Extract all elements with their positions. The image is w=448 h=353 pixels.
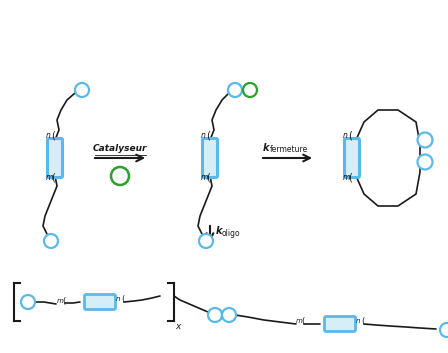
Text: n: n xyxy=(201,131,206,140)
Text: n: n xyxy=(356,318,361,324)
Text: (: ( xyxy=(361,317,364,326)
Text: (: ( xyxy=(206,131,210,141)
Text: m: m xyxy=(57,298,64,304)
Text: n: n xyxy=(116,296,121,302)
Text: k: k xyxy=(263,143,270,153)
FancyBboxPatch shape xyxy=(324,317,356,331)
Text: Catalyseur: Catalyseur xyxy=(93,144,147,153)
FancyBboxPatch shape xyxy=(345,138,359,178)
Circle shape xyxy=(222,308,236,322)
Circle shape xyxy=(111,167,129,185)
Text: (: ( xyxy=(206,173,210,183)
FancyBboxPatch shape xyxy=(85,294,116,310)
FancyBboxPatch shape xyxy=(202,138,217,178)
Text: n: n xyxy=(343,131,348,140)
Text: m: m xyxy=(46,173,53,182)
Circle shape xyxy=(228,83,242,97)
Circle shape xyxy=(418,155,432,169)
Text: m: m xyxy=(296,318,303,324)
Circle shape xyxy=(44,234,58,248)
Text: (: ( xyxy=(121,295,124,304)
Circle shape xyxy=(21,295,35,309)
Circle shape xyxy=(199,234,213,248)
Text: (: ( xyxy=(51,173,55,183)
Circle shape xyxy=(208,308,222,322)
Text: n: n xyxy=(46,131,51,140)
Text: (: ( xyxy=(62,297,65,306)
Circle shape xyxy=(440,323,448,337)
Text: x: x xyxy=(175,322,181,331)
Text: m: m xyxy=(343,173,350,182)
Text: (: ( xyxy=(348,173,352,183)
FancyBboxPatch shape xyxy=(47,138,63,178)
Text: oligo: oligo xyxy=(222,228,241,238)
Text: (: ( xyxy=(348,131,352,141)
Circle shape xyxy=(418,132,432,148)
Circle shape xyxy=(243,83,257,97)
Circle shape xyxy=(75,83,89,97)
Text: (: ( xyxy=(51,131,55,141)
Text: m: m xyxy=(201,173,208,182)
Text: fermeture: fermeture xyxy=(270,145,308,154)
Text: (: ( xyxy=(301,317,304,326)
Text: k: k xyxy=(216,226,223,236)
